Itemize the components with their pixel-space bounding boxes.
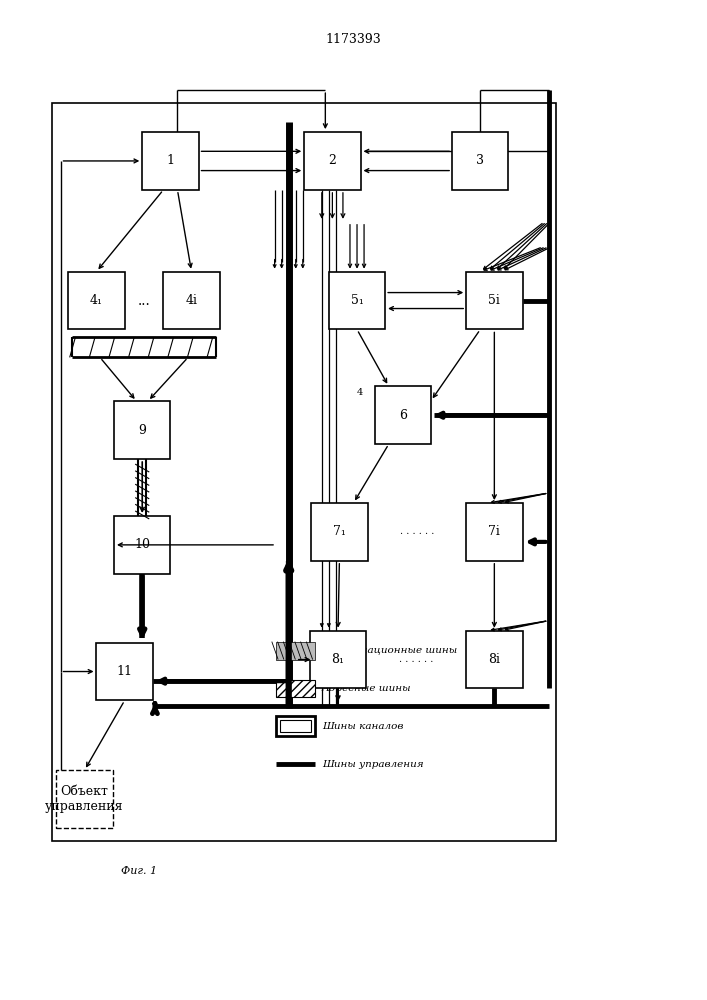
Text: 7₁: 7₁ [333, 525, 346, 538]
Bar [375, 386, 431, 444]
Bar [163, 272, 220, 329]
Text: 4i: 4i [185, 294, 197, 307]
Text: 2: 2 [329, 154, 337, 167]
Text: 3: 3 [477, 154, 484, 167]
Text: . . . . . .: . . . . . . [399, 655, 433, 664]
Bar [466, 631, 522, 688]
Text: Адресные шины: Адресные шины [322, 684, 411, 693]
Text: 4₁: 4₁ [90, 294, 103, 307]
Bar [114, 401, 170, 459]
Bar [142, 132, 199, 190]
Text: 10: 10 [134, 538, 150, 551]
Bar [466, 272, 522, 329]
Text: 4: 4 [357, 388, 363, 397]
Text: 5₁: 5₁ [351, 294, 363, 307]
Text: 8i: 8i [489, 653, 501, 666]
Text: Объект
управления: Объект управления [45, 785, 124, 813]
Bar [466, 503, 522, 561]
Text: ...: ... [138, 294, 151, 308]
Text: 5i: 5i [489, 294, 501, 307]
Text: Шины управления: Шины управления [322, 760, 423, 769]
Bar [114, 516, 170, 574]
Text: 8₁: 8₁ [332, 653, 344, 666]
Text: 9: 9 [139, 424, 146, 437]
Bar [311, 503, 368, 561]
Text: Шины каналов: Шины каналов [322, 722, 403, 731]
Text: 1: 1 [166, 154, 175, 167]
Bar [310, 631, 366, 688]
Bar [452, 132, 508, 190]
Text: Информационные шины: Информационные шины [322, 646, 457, 655]
Bar [279, 720, 311, 732]
Text: . . . . . .: . . . . . . [399, 527, 434, 536]
Text: 6: 6 [399, 409, 407, 422]
Text: 7i: 7i [489, 525, 501, 538]
Bar [276, 680, 315, 697]
Text: 1173393: 1173393 [326, 33, 381, 46]
Text: 11: 11 [117, 665, 133, 678]
Text: Фиг. 1: Фиг. 1 [121, 866, 157, 876]
Bar [304, 132, 361, 190]
Bar [69, 272, 124, 329]
Bar [52, 103, 556, 841]
Bar [96, 643, 153, 700]
Bar [276, 716, 315, 736]
Bar [329, 272, 385, 329]
Bar [276, 642, 315, 660]
Bar [57, 770, 112, 828]
